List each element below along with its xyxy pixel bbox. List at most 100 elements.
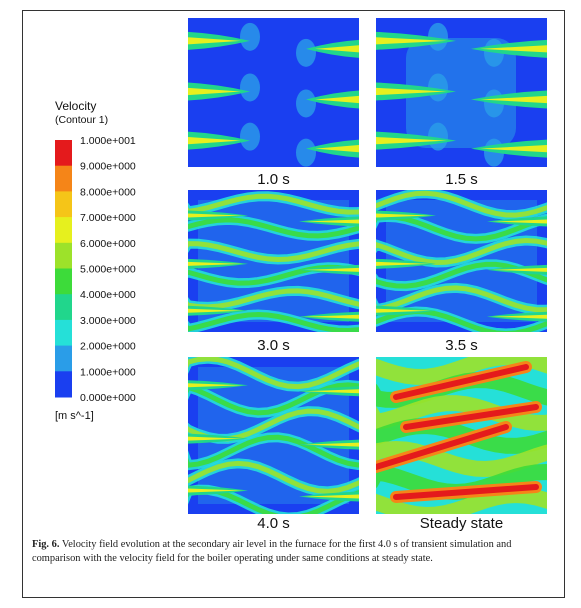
colorbar-label: 2.000e+000 xyxy=(80,341,136,353)
figure-caption: Fig. 6. Velocity field evolution at the … xyxy=(32,538,552,566)
contour-panel xyxy=(188,190,359,332)
jet-core xyxy=(188,87,241,96)
jet-core xyxy=(304,494,359,499)
jet-core xyxy=(304,314,359,319)
jet-core xyxy=(304,442,359,447)
colorbar-segment xyxy=(55,165,72,192)
jet-core xyxy=(492,314,547,319)
colorbar-label: 7.000e+000 xyxy=(80,212,136,224)
vortex xyxy=(428,73,448,102)
legend-unit: [m s^-1] xyxy=(55,410,94,422)
flow-band xyxy=(376,238,547,265)
jet-core xyxy=(188,213,243,218)
vortex xyxy=(240,122,260,151)
colorbar-segment xyxy=(55,242,72,269)
jet-core xyxy=(492,219,547,224)
jet-core xyxy=(304,389,359,394)
legend-title: Velocity xyxy=(55,99,96,113)
jet-core xyxy=(492,267,547,272)
contour-panel xyxy=(376,357,547,514)
vortex xyxy=(240,73,260,102)
vortex xyxy=(428,122,448,151)
jet-core xyxy=(376,213,431,218)
flow-band xyxy=(188,241,359,263)
panel-label: 1.5 s xyxy=(445,171,478,188)
jet-core xyxy=(376,87,447,96)
panel-label: 3.5 s xyxy=(445,337,478,354)
flow-band xyxy=(376,395,547,431)
colorbar-label: 6.000e+000 xyxy=(80,238,136,250)
jet-core xyxy=(188,436,243,441)
panel-label: 3.0 s xyxy=(257,337,290,354)
jet-core xyxy=(376,37,447,45)
vortex xyxy=(240,22,260,51)
jet-core xyxy=(376,261,431,266)
colorbar-segment xyxy=(55,268,72,295)
vortex xyxy=(296,138,316,167)
contour-panel xyxy=(188,357,359,514)
contour-panel xyxy=(188,18,359,167)
vortex xyxy=(296,38,316,67)
jet-core xyxy=(188,261,243,266)
colorbar-segment xyxy=(55,191,72,218)
colorbar-label: 4.000e+000 xyxy=(80,289,136,301)
vortex xyxy=(428,22,448,51)
colorbar-segment xyxy=(55,140,72,167)
jet-core xyxy=(188,137,241,145)
jet-core xyxy=(188,383,243,388)
flow-band xyxy=(376,418,547,454)
figure-frame xyxy=(22,10,565,598)
jet-core xyxy=(304,267,359,272)
jet-core xyxy=(480,95,547,104)
flow-band xyxy=(188,217,359,239)
flow-band xyxy=(188,460,359,494)
colorbar-segment xyxy=(55,319,72,347)
flow-band xyxy=(188,382,359,416)
hot-streak-core xyxy=(376,424,509,470)
jet-core xyxy=(376,137,447,145)
colorbar-segment xyxy=(55,371,72,398)
jet-core xyxy=(480,145,547,153)
colorbar-label: 5.000e+000 xyxy=(80,264,136,276)
caption-text: Velocity field evolution at the secondar… xyxy=(32,539,512,564)
colorbar-label: 9.000e+000 xyxy=(80,161,136,173)
figure: Velocity (Contour 1) [m s^-1] 1.000e+001… xyxy=(55,18,547,532)
jet-core xyxy=(315,145,359,153)
jet-core xyxy=(188,308,243,313)
vortex xyxy=(296,89,316,118)
colorbar-label: 1.000e+001 xyxy=(80,135,136,147)
jet-core xyxy=(315,45,359,53)
contour-panel xyxy=(376,18,547,167)
contour-panel xyxy=(376,190,547,332)
wake xyxy=(406,38,516,148)
panel-label: Steady state xyxy=(420,515,503,532)
colorbar-label: 0.000e+000 xyxy=(80,392,136,404)
flow-band xyxy=(188,357,359,390)
flow-band xyxy=(188,193,359,215)
panel-label: 4.0 s xyxy=(257,515,290,532)
colorbar-segment xyxy=(55,217,72,244)
hot-streak-core xyxy=(393,484,539,500)
panel-label: 1.0 s xyxy=(257,171,290,188)
flow-band xyxy=(188,312,359,332)
flow-band xyxy=(376,440,547,477)
jet-core xyxy=(376,308,431,313)
flow-band xyxy=(376,357,547,385)
jet-core xyxy=(188,488,243,493)
jet-core xyxy=(480,45,547,53)
colorbar-segment xyxy=(55,345,72,372)
flow-band xyxy=(376,190,547,218)
jet-core xyxy=(188,37,241,45)
hot-streak-core xyxy=(403,404,539,430)
flow-band xyxy=(188,434,359,468)
flow-band xyxy=(188,288,359,310)
caption-label: Fig. 6. xyxy=(32,539,60,550)
colorbar-label: 8.000e+000 xyxy=(80,186,136,198)
flow-band xyxy=(376,285,547,313)
flow-band xyxy=(376,486,547,514)
colorbar-label: 1.000e+000 xyxy=(80,366,136,378)
hot-streak-core xyxy=(393,364,529,400)
colorbar-segment xyxy=(55,294,72,321)
jet-core xyxy=(315,95,359,104)
